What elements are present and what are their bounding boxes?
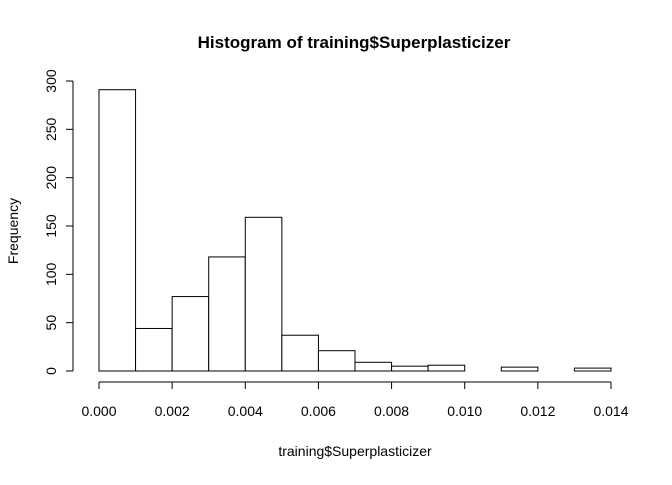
- y-tick-label-2: 100: [43, 262, 59, 286]
- histogram-bar-0: [98, 89, 137, 372]
- x-tick-label-4: 0.008: [374, 403, 409, 419]
- y-tick-label-5: 250: [43, 117, 59, 141]
- x-tick-label-6: 0.012: [520, 403, 555, 419]
- y-axis: 0 50 100 150 200 250 300: [43, 69, 74, 375]
- histogram-bar-7: [354, 361, 393, 372]
- x-tick-label-5: 0.010: [447, 403, 482, 419]
- histogram-bar-13: [573, 367, 612, 372]
- histogram-bar-3: [208, 256, 246, 372]
- chart-title: Histogram of training$Superplasticizer: [198, 33, 511, 52]
- x-tick-label-7: 0.014: [593, 403, 628, 419]
- histogram-bar-8: [391, 365, 429, 372]
- x-tick-label-1: 0.002: [155, 403, 190, 419]
- y-tick-label-4: 200: [43, 166, 59, 190]
- histogram-bar-11: [500, 366, 539, 372]
- x-axis: 0.000 0.002 0.004 0.006 0.008 0.010 0.012 0.014: [81, 381, 629, 419]
- histogram-bar-9: [427, 364, 466, 372]
- x-tick-label-3: 0.006: [301, 403, 336, 419]
- histogram-bar-4: [244, 216, 283, 372]
- y-tick-label-0: 0: [43, 367, 59, 375]
- y-tick-label-3: 150: [43, 214, 59, 238]
- histogram-bar-5: [281, 334, 319, 372]
- y-tick-label-1: 50: [43, 315, 59, 331]
- x-axis-label: training$Superplasticizer: [278, 443, 432, 459]
- x-tick-label-2: 0.004: [228, 403, 263, 419]
- y-tick-label-6: 300: [43, 69, 59, 93]
- y-axis-label: Frequency: [5, 198, 21, 264]
- histogram-bar-1: [135, 327, 173, 372]
- x-tick-label-0: 0.000: [81, 403, 116, 419]
- histogram-bar-2: [171, 296, 210, 372]
- histogram-bar-6: [317, 350, 356, 372]
- bars-group: [98, 89, 612, 372]
